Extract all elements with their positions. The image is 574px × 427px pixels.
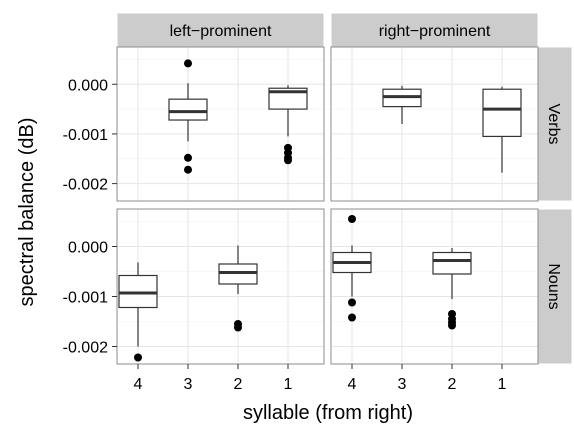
x-tick-label: 1 — [284, 376, 293, 393]
x-tick-label: 3 — [398, 376, 407, 393]
outlier-point — [448, 321, 456, 330]
outlier-point — [234, 323, 242, 332]
column-strip-label: right−prominent — [379, 23, 491, 40]
y-tick-label: 0.000 — [68, 240, 108, 257]
panel-border — [116, 46, 325, 202]
plot-area: left−prominent right−prominent Verbs Nouns 0… — [63, 12, 573, 393]
outlier-point — [184, 153, 192, 162]
panel-border — [116, 208, 325, 365]
boxplot-1 — [482, 86, 522, 173]
outlier-point — [184, 165, 192, 174]
boxplot-4 — [332, 215, 372, 322]
box-iqr — [482, 88, 522, 138]
outlier-point — [348, 215, 356, 223]
y-axis-title: spectral balance (dB) — [16, 118, 38, 307]
outlier-point — [348, 313, 356, 322]
boxplot-2 — [432, 248, 472, 330]
y-tick-label: -0.002 — [63, 340, 108, 357]
box-iqr — [432, 251, 472, 275]
boxplot-3 — [168, 59, 208, 174]
x-axis-title: syllable (from right) — [243, 402, 413, 424]
box-iqr — [168, 98, 208, 121]
x-tick-label: 1 — [498, 376, 507, 393]
boxplot-1 — [268, 85, 308, 165]
x-tick-label: 4 — [134, 376, 143, 393]
row-strip — [537, 208, 573, 365]
panel — [116, 46, 325, 202]
row-strip-label: Verbs — [545, 104, 562, 145]
panel — [330, 208, 539, 365]
x-tick-label: 2 — [448, 376, 457, 393]
y-tick-label: 0.000 — [68, 77, 108, 94]
boxplot-3 — [382, 85, 422, 124]
boxplot-2 — [218, 245, 258, 332]
row-strip — [537, 46, 573, 202]
column-strip — [330, 12, 539, 48]
panel-border — [330, 208, 539, 365]
panel-border — [330, 46, 539, 202]
outlier-point — [348, 298, 356, 307]
outlier-point — [134, 353, 142, 362]
x-tick-label: 4 — [348, 376, 357, 393]
y-tick-label: -0.001 — [63, 127, 108, 144]
row-strip-label: Nouns — [545, 263, 562, 309]
outlier-point — [184, 59, 192, 68]
column-strip-label: left−prominent — [170, 23, 272, 40]
box-iqr — [268, 87, 308, 110]
x-tick-label: 2 — [234, 376, 243, 393]
outlier-point — [284, 156, 292, 165]
y-tick-label: -0.001 — [63, 290, 108, 307]
column-strip — [116, 12, 325, 48]
panel-background — [331, 209, 538, 364]
y-tick-label: -0.002 — [63, 177, 108, 194]
panel-background — [117, 47, 324, 201]
x-tick-label: 3 — [184, 376, 193, 393]
boxplot-4 — [118, 262, 158, 362]
